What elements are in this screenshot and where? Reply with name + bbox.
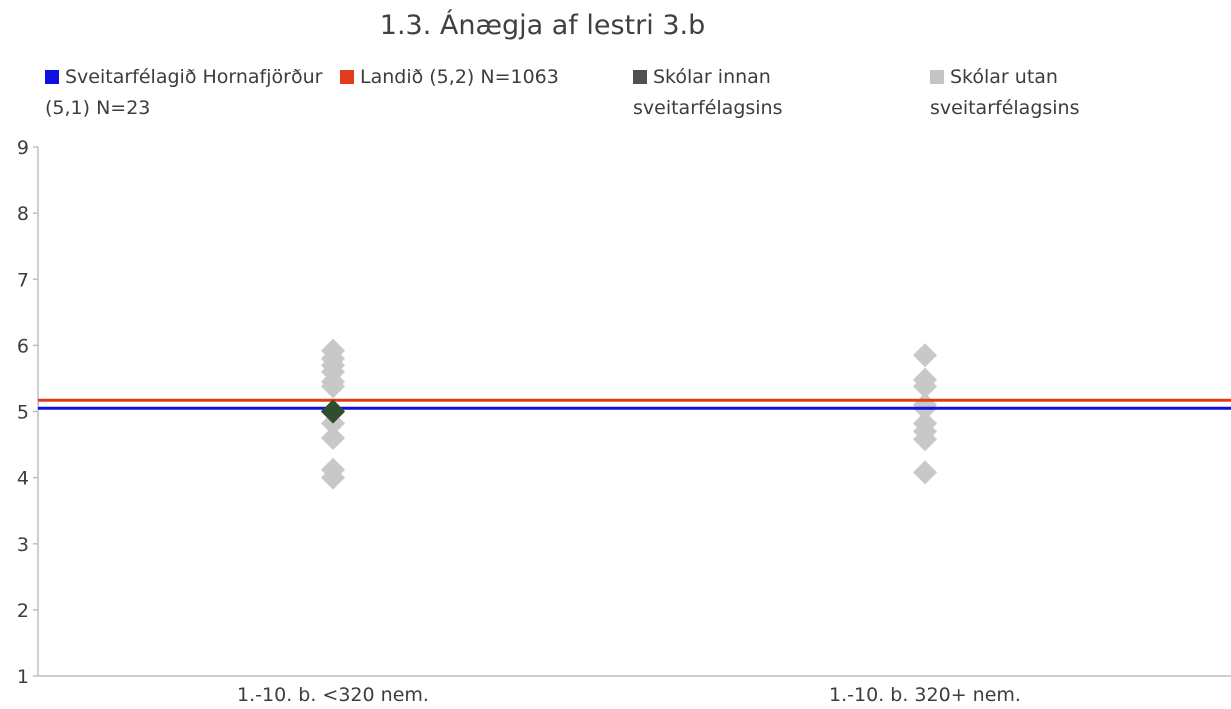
data-point-series1-12 bbox=[913, 343, 937, 368]
y-tick-label-1: 1 bbox=[17, 666, 29, 688]
legend-label-schools-outside: Skólar utan sveitarfélagsins bbox=[930, 66, 1080, 119]
y-tick-label-9: 9 bbox=[17, 137, 29, 159]
legend-item-country: Landið (5,2) N=1063 bbox=[340, 62, 620, 93]
legend-item-municipality: Sveitarfélagið Hornafjörður (5,1) N=23 bbox=[45, 62, 335, 124]
legend-swatch-schools-outside bbox=[930, 70, 944, 84]
data-point-series1-20 bbox=[913, 460, 937, 485]
x-category-label-2: 1.-10. b. 320+ nem. bbox=[829, 684, 1021, 706]
legend-label-municipality: Sveitarfélagið Hornafjörður (5,1) N=23 bbox=[45, 66, 323, 119]
data-point-series1-6 bbox=[321, 374, 345, 399]
y-tick-label-2: 2 bbox=[17, 600, 29, 622]
data-point-series1-11 bbox=[321, 465, 345, 490]
x-category-label-1: 1.-10. b. <320 nem. bbox=[237, 684, 429, 706]
y-tick-label-8: 8 bbox=[17, 203, 29, 225]
y-tick-label-3: 3 bbox=[17, 534, 29, 556]
legend-swatch-municipality bbox=[45, 70, 59, 84]
y-tick-label-7: 7 bbox=[17, 269, 29, 291]
legend-swatch-schools-inside bbox=[633, 70, 647, 84]
y-tick-label-4: 4 bbox=[17, 468, 29, 490]
legend-item-schools-inside: Skólar innan sveitarfélagsins bbox=[633, 62, 893, 124]
legend-label-schools-inside: Skólar innan sveitarfélagsins bbox=[633, 66, 783, 119]
legend-swatch-country bbox=[340, 70, 354, 84]
data-point-series1-19 bbox=[913, 427, 937, 452]
data-point-series1-9 bbox=[321, 425, 345, 450]
data-point-school-inside-top-1 bbox=[321, 399, 345, 424]
legend-item-schools-outside: Skólar utan sveitarfélagsins bbox=[930, 62, 1210, 124]
y-tick-label-6: 6 bbox=[17, 335, 29, 357]
y-tick-label-5: 5 bbox=[17, 402, 29, 424]
legend-label-country: Landið (5,2) N=1063 bbox=[360, 66, 559, 88]
data-point-series1-14 bbox=[913, 374, 937, 399]
chart-title: 1.3. Ánægja af lestri 3.b bbox=[379, 10, 706, 41]
